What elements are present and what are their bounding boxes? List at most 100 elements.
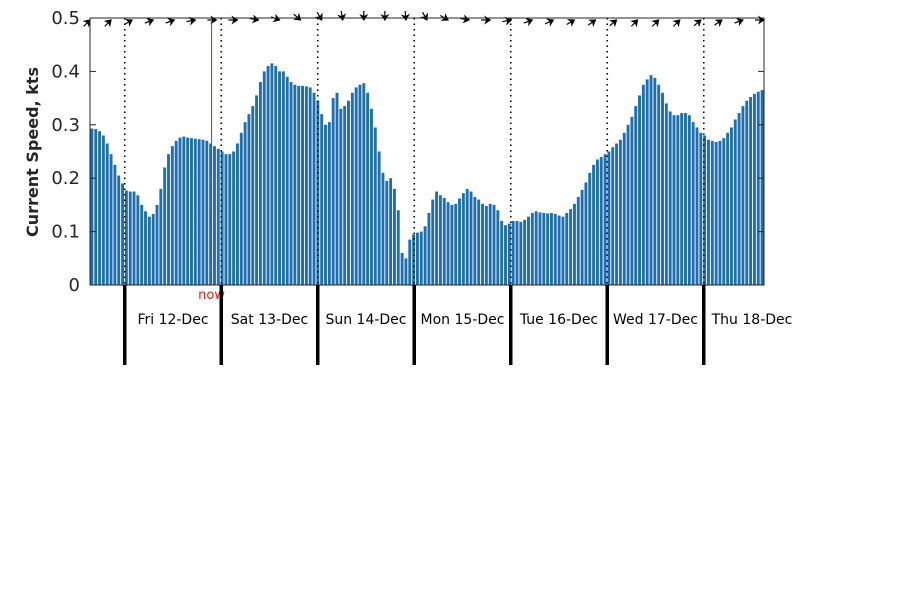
bar — [205, 140, 209, 285]
bar — [749, 97, 753, 285]
bar — [167, 154, 170, 285]
direction-arrow-icon — [460, 14, 471, 24]
bars-group — [90, 63, 764, 286]
day-label: Fri 12-Dec — [137, 312, 208, 328]
direction-arrow-icon — [566, 19, 576, 27]
bar — [197, 139, 201, 285]
bar — [377, 151, 381, 285]
bar — [220, 151, 224, 285]
bar — [718, 140, 722, 285]
bar — [124, 190, 128, 285]
y-tick-label: 0.2 — [51, 168, 80, 189]
bar — [350, 92, 354, 285]
bar — [121, 183, 125, 285]
day-label: Mon 15-Dec — [421, 312, 505, 328]
direction-arrow-icon — [630, 19, 639, 28]
direction-arrow-icon — [314, 11, 323, 21]
bar — [538, 212, 542, 285]
bar — [262, 71, 266, 286]
bar — [193, 138, 197, 285]
bar — [484, 205, 488, 285]
bar — [630, 116, 634, 285]
day-label: Tue 16-Dec — [519, 312, 598, 328]
direction-arrow-icon — [82, 19, 91, 28]
bar — [151, 213, 155, 285]
bar — [117, 175, 121, 285]
bar — [515, 220, 519, 285]
direction-arrow-icon — [734, 17, 744, 27]
bar — [661, 92, 664, 285]
bar — [599, 156, 603, 285]
bar — [527, 216, 530, 285]
bar — [312, 92, 316, 285]
bar — [588, 172, 592, 285]
bar — [504, 225, 507, 285]
bar — [289, 82, 293, 285]
bar — [339, 108, 343, 285]
y-tick-label: 0.1 — [51, 222, 80, 243]
bar — [419, 231, 423, 285]
bar — [278, 71, 282, 286]
bar — [553, 213, 557, 285]
bar — [178, 137, 182, 285]
bar — [641, 84, 645, 285]
bar — [366, 92, 370, 285]
direction-arrow-icon — [103, 19, 112, 28]
bar — [684, 113, 687, 285]
bar — [101, 135, 105, 285]
direction-arrow-icon — [693, 19, 702, 28]
bar — [691, 122, 695, 285]
bar — [699, 132, 703, 285]
direction-arrow-icon — [337, 11, 347, 21]
bar — [408, 239, 412, 285]
bar — [109, 154, 113, 285]
bar — [186, 137, 190, 285]
bar — [534, 211, 538, 285]
bar — [565, 212, 569, 285]
bar — [190, 138, 193, 285]
bar — [400, 252, 404, 285]
direction-arrow-icon — [609, 19, 618, 28]
bar — [258, 82, 262, 285]
bar — [239, 132, 243, 285]
direction-arrow-icon — [207, 15, 218, 25]
bar — [113, 164, 117, 285]
bar — [435, 191, 439, 285]
bar — [293, 84, 297, 285]
direction-arrow-icon — [502, 16, 513, 26]
bar — [741, 106, 745, 285]
bar — [492, 204, 496, 285]
bar — [147, 216, 151, 285]
bar — [638, 95, 641, 286]
bar — [469, 191, 473, 285]
bar — [370, 108, 373, 285]
bar — [680, 113, 684, 285]
bar — [415, 232, 419, 285]
direction-arrow-icon — [587, 19, 597, 28]
bar — [320, 114, 324, 286]
bar — [615, 143, 619, 285]
direction-arrow-icon — [270, 13, 281, 23]
y-axis-ticks: 0 0.1 0.2 0.3 0.4 0.5 — [51, 8, 764, 296]
bar — [672, 115, 676, 285]
bar — [726, 132, 730, 285]
bar — [707, 139, 710, 285]
bar — [488, 203, 492, 285]
direction-arrow-icon — [380, 11, 390, 21]
bar — [308, 87, 312, 285]
bar — [136, 195, 140, 285]
bar — [450, 204, 454, 285]
bar — [477, 199, 481, 285]
bar — [668, 111, 672, 285]
bar — [251, 106, 255, 285]
bar — [354, 87, 358, 285]
bar — [442, 197, 446, 285]
bar — [542, 212, 546, 285]
bar — [653, 77, 657, 285]
bar — [228, 154, 232, 285]
bar — [519, 221, 523, 285]
plot-axes-box — [89, 17, 765, 286]
bar — [752, 93, 756, 285]
bar — [737, 113, 741, 285]
bar — [626, 124, 630, 285]
